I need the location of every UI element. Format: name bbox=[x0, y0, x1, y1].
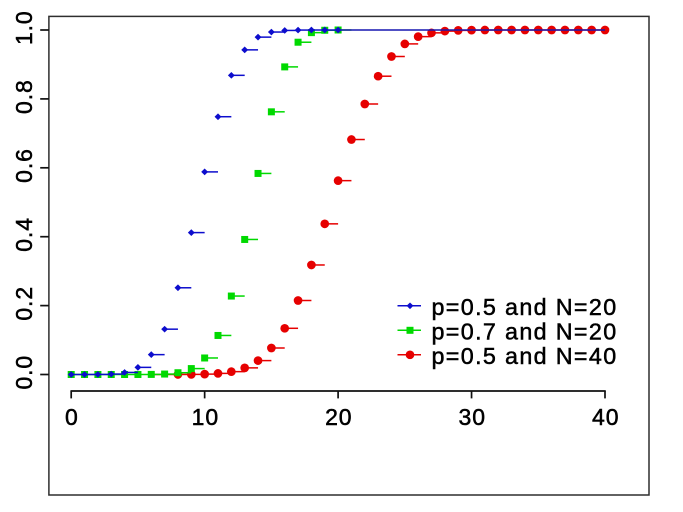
svg-text:0.6: 0.6 bbox=[11, 148, 37, 183]
svg-text:p=0.5 and N=40: p=0.5 and N=40 bbox=[432, 343, 618, 369]
svg-text:p=0.5 and N=20: p=0.5 and N=20 bbox=[432, 294, 618, 320]
svg-text:1.0: 1.0 bbox=[11, 10, 37, 45]
svg-text:0.0: 0.0 bbox=[11, 355, 37, 390]
svg-text:0.8: 0.8 bbox=[11, 79, 37, 114]
svg-text:0.2: 0.2 bbox=[11, 286, 37, 321]
svg-text:10: 10 bbox=[192, 404, 219, 430]
svg-text:p=0.7 and N=20: p=0.7 and N=20 bbox=[432, 319, 618, 345]
svg-text:40: 40 bbox=[592, 404, 619, 430]
svg-text:30: 30 bbox=[459, 404, 486, 430]
svg-text:0: 0 bbox=[65, 404, 79, 430]
svg-text:0.4: 0.4 bbox=[11, 217, 37, 252]
svg-text:20: 20 bbox=[325, 404, 352, 430]
